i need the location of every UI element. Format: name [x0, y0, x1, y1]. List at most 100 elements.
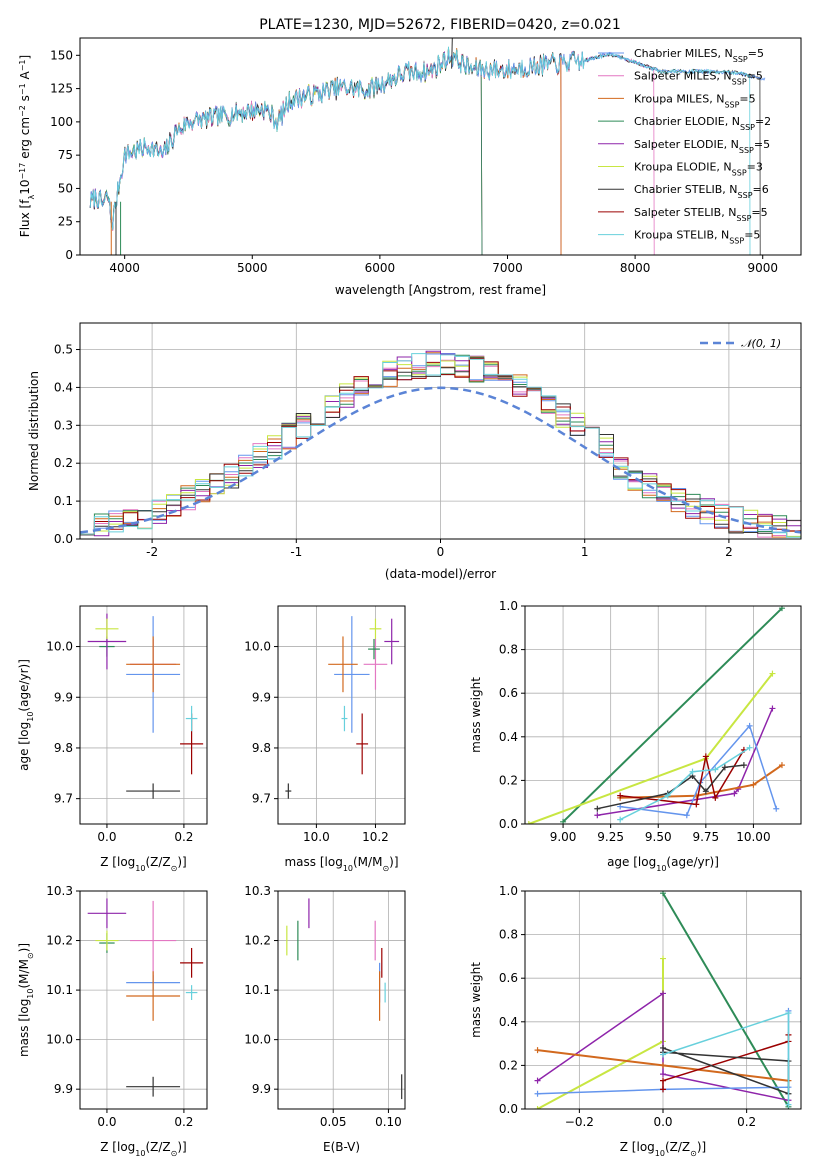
weight-line-cs: [597, 764, 744, 810]
plot-area: [286, 898, 403, 1100]
weight-marker-se: [660, 1071, 666, 1078]
y-tick-label: 0.1: [54, 494, 73, 508]
axes-frame: [277, 605, 406, 825]
x-tick-label: 9.00: [550, 830, 577, 844]
weight-marker-km: [778, 762, 785, 769]
weight-marker-cs: [594, 805, 601, 812]
legend-entry: Chabrier STELIB, NSSP=6: [634, 183, 769, 200]
weight-marker-ke: [660, 955, 666, 962]
weight-marker-cm: [773, 805, 780, 812]
mass-vs-metallicity-panel: 0.0 0.2 9.9 10.0 10.1 10.2 10.3 Z [log10(Z/Z⊙)]…: [17, 884, 208, 1158]
y-tick-label: 1.0: [499, 884, 518, 898]
x-axis-label: wavelength [Angstrom, rest frame]: [335, 283, 546, 297]
grid: [278, 890, 405, 1109]
weight-marker-cm: [534, 1090, 541, 1097]
x-tick-label: 6000: [365, 261, 396, 275]
weight-marker-ks: [660, 1051, 666, 1058]
weight-marker-ss: [693, 801, 700, 808]
y-axis-label: Normed distribution: [27, 371, 41, 491]
y-tick-label: 10.0: [244, 640, 271, 654]
y-tick-label: 0.5: [54, 343, 73, 357]
y-tick-label: 0.2: [499, 773, 518, 787]
y-tick-label: 10.0: [244, 1033, 271, 1047]
grid: [278, 606, 405, 824]
x-axis-label: (data-model)/error: [385, 567, 496, 581]
histogram-step-ks: [80, 353, 801, 539]
plot-area: [525, 606, 785, 824]
weight-marker-se: [769, 705, 776, 712]
weight-line-ke: [528, 672, 774, 824]
y-tick-label: 10.0: [46, 1033, 73, 1047]
y-axis-label: Flux [fλ10−17 erg cm−2 s−1 A−1]: [18, 55, 36, 237]
y-tick-label: 9.9: [252, 1082, 271, 1096]
weight-marker-se: [731, 790, 738, 797]
weight-marker-km: [534, 1047, 541, 1054]
y-tick-label: 50: [58, 181, 73, 195]
legend-entry: 𝒩(0, 1): [741, 337, 781, 350]
weight-marker-ss: [712, 794, 719, 801]
y-tick-label: 0: [65, 248, 73, 262]
y-axis-label: mass weight: [469, 962, 483, 1038]
weight-marker-ks: [617, 816, 624, 823]
legend-entry: Kroupa ELODIE, NSSP=3: [634, 161, 763, 178]
axes-frame: [524, 605, 802, 825]
y-tick-label: 100: [50, 115, 73, 129]
age-vs-metallicity-panel: 0.0 0.2 9.7 9.8 9.9 10.0 Z [log10(Z/Z⊙)] age [l…: [17, 605, 208, 873]
y-tick-label: 9.7: [252, 792, 271, 806]
x-tick-label: 0.2: [174, 1115, 193, 1129]
x-tick-label: 2: [725, 545, 733, 559]
x-tick-label: 10.2: [362, 830, 389, 844]
y-tick-label: 0.4: [499, 1015, 518, 1029]
weight-marker-km: [660, 1062, 666, 1069]
y-tick-label: 0.8: [499, 643, 518, 657]
legend-entry: Salpeter ELODIE, NSSP=5: [634, 138, 770, 155]
normal-curve: [80, 386, 801, 534]
x-tick-label: 9.50: [645, 830, 672, 844]
plot-area: [534, 891, 792, 1109]
weight-line-se: [597, 708, 774, 817]
weight-marker-ks: [664, 792, 671, 799]
y-tick-label: 150: [50, 48, 73, 62]
weight-marker-ss: [617, 792, 624, 799]
weight-marker-km: [750, 781, 757, 788]
y-axis-label: mass [log10(M/M⊙)]: [17, 943, 35, 1057]
x-tick-label: 1: [581, 545, 589, 559]
x-tick-label: 0.2: [174, 830, 193, 844]
x-tick-label: 0.0: [653, 1115, 672, 1129]
x-tick-label: 0.0: [97, 830, 116, 844]
x-tick-label: −0.2: [565, 1115, 594, 1129]
weight-marker-ks: [785, 1101, 792, 1108]
y-tick-label: 0.0: [54, 532, 73, 546]
weight-marker-cm: [746, 722, 753, 729]
x-tick-label: 0.2: [737, 1115, 756, 1129]
x-tick-label: 0.05: [320, 1115, 347, 1129]
spectrum-legend: Chabrier MILES, NSSP=5 Salpeter MILES, NS…: [598, 47, 771, 245]
y-tick-label: 0.2: [499, 1058, 518, 1072]
y-axis-label: mass weight: [469, 677, 483, 753]
grid: [80, 890, 207, 1109]
x-tick-label: 4000: [109, 261, 140, 275]
x-tick-label: 9.25: [597, 830, 624, 844]
plot-area: [87, 613, 204, 799]
y-tick-label: 10.3: [46, 884, 73, 898]
spectrum-line-ks: [89, 46, 751, 255]
weight-marker-cm: [617, 803, 624, 810]
weight-line-ke: [537, 958, 664, 1109]
spectrum-panel: 4000 5000 6000 7000 8000 9000 0 25 50 75 100 125 150…: [18, 37, 802, 297]
age-vs-mass-panel: 10.0 10.2 9.7 9.8 9.9 10.0 mass [log10(M/M⊙)]: [244, 605, 406, 873]
weight-marker-cs: [740, 762, 747, 769]
weight-marker-ke: [534, 1106, 541, 1109]
y-tick-label: 0.0: [499, 817, 518, 831]
weight-marker-se: [534, 1077, 541, 1084]
legend-entry: Salpeter MILES, NSSP=5: [634, 70, 763, 87]
weight-vs-age-panel: 9.00 9.25 9.50 9.75 10.00 0.0 0.2 0.4 0.6 0.8 1.0 a…: [469, 599, 802, 873]
y-tick-label: 10.2: [46, 934, 73, 948]
x-axis-label: E(B-V): [323, 1140, 360, 1154]
weight-line-se: [537, 992, 789, 1102]
weight-marker-se: [660, 990, 666, 997]
legend-entry: Kroupa MILES, NSSP=5: [634, 92, 756, 109]
y-tick-label: 75: [58, 148, 73, 162]
weight-line-ce: [562, 607, 783, 823]
weight-marker-ss: [702, 753, 709, 760]
axes-frame: [79, 890, 208, 1110]
